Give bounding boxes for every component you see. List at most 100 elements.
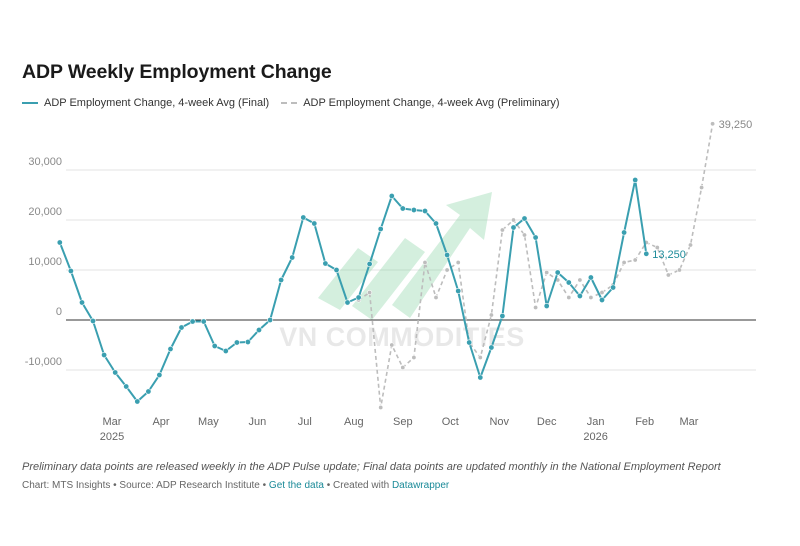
credits-prefix: Chart: MTS Insights • Source: ADP Resear… — [22, 480, 269, 491]
data-point-preliminary-12 — [488, 312, 494, 318]
x-tick-label-9: Dec — [537, 416, 557, 428]
data-point-preliminary-15 — [521, 232, 527, 238]
end-label-final: 13,250 — [652, 249, 686, 261]
data-point-final-29 — [377, 226, 384, 233]
data-point-final-33 — [421, 208, 428, 215]
data-point-final-8 — [145, 388, 152, 395]
data-point-preliminary-31 — [699, 185, 705, 191]
chart-title: ADP Weekly Employment Change — [22, 61, 332, 83]
data-point-final-2 — [79, 299, 86, 306]
data-point-final-1 — [67, 267, 74, 274]
data-point-final-41 — [510, 224, 517, 231]
data-point-final-37 — [466, 339, 473, 346]
data-point-final-52 — [632, 177, 639, 184]
data-point-final-9 — [156, 371, 163, 378]
get-data-link[interactable]: Get the data — [268, 480, 324, 491]
data-point-final-6 — [123, 383, 130, 390]
x-tick-label-12: Mar — [679, 416, 698, 428]
x-tick-label-4: Jul — [298, 416, 312, 428]
data-point-final-20 — [278, 276, 285, 283]
data-point-preliminary-5 — [411, 354, 417, 360]
legend-swatch-final — [22, 102, 38, 104]
data-point-final-51 — [621, 229, 628, 236]
x-tick-label-2: May — [198, 416, 219, 428]
data-point-final-49 — [598, 296, 605, 303]
data-point-final-47 — [576, 292, 583, 299]
axis-layer: -10,000 0 10,000 20,000 30,000 Mar 2025 Apr May J… — [25, 156, 756, 443]
data-point-final-15 — [222, 347, 229, 354]
x-tick-label-10: Jan — [587, 416, 605, 428]
data-point-preliminary-32 — [710, 121, 716, 127]
data-point-preliminary-3 — [389, 342, 395, 348]
legend-label-final: ADP Employment Change, 4-week Avg (Final… — [44, 97, 270, 109]
data-point-preliminary-25 — [632, 257, 638, 263]
data-point-preliminary-19 — [566, 294, 572, 300]
data-point-final-42 — [521, 215, 528, 222]
data-point-final-14 — [211, 342, 218, 349]
data-point-preliminary-17 — [544, 269, 550, 275]
data-point-final-26 — [344, 299, 351, 306]
data-point-final-13 — [200, 318, 207, 325]
data-point-preliminary-9 — [455, 259, 461, 265]
data-point-final-4 — [101, 351, 108, 358]
series-layer: 39,250 13,250 — [56, 119, 752, 410]
x-tick-label-5: Aug — [344, 416, 364, 428]
series-line-final — [58, 179, 648, 403]
data-point-preliminary-2 — [378, 404, 384, 410]
x-tick-year-2025: 2025 — [100, 431, 124, 443]
x-tick-label-7: Oct — [442, 416, 459, 428]
data-point-final-46 — [565, 279, 572, 286]
x-tick-label-0: Mar — [103, 416, 122, 428]
data-point-final-17 — [244, 338, 251, 345]
data-point-preliminary-21 — [588, 294, 594, 300]
x-tick-label-1: Apr — [152, 416, 169, 428]
data-point-preliminary-22 — [599, 289, 605, 295]
credits-middle: • Created with — [323, 480, 392, 491]
data-point-final-19 — [267, 316, 274, 323]
data-point-preliminary-14 — [510, 217, 516, 223]
footnote: Preliminary data points are released wee… — [22, 461, 721, 473]
watermark: VN COMMODITIES — [279, 192, 524, 352]
data-point-final-21 — [289, 254, 296, 261]
data-point-final-31 — [399, 205, 406, 212]
y-tick-label-10-000: 10,000 — [28, 256, 62, 268]
data-point-final-40 — [499, 312, 506, 319]
watermark-arrow-icon — [318, 192, 492, 320]
y-tick-label-0: 0 — [56, 306, 62, 318]
data-point-final-35 — [444, 252, 451, 259]
data-point-preliminary-1 — [367, 289, 373, 295]
y-tick-label-10-000: -10,000 — [25, 356, 62, 368]
data-point-final-10 — [167, 345, 174, 352]
x-tick-label-6: Sep — [393, 416, 413, 428]
data-point-final-11 — [178, 324, 185, 331]
data-point-final-39 — [488, 344, 495, 351]
data-point-final-23 — [311, 220, 318, 227]
data-point-preliminary-4 — [400, 364, 406, 370]
data-point-final-18 — [255, 326, 262, 333]
x-tick-year-2026: 2026 — [583, 431, 607, 443]
data-point-final-48 — [587, 274, 594, 281]
data-point-final-0 — [56, 239, 63, 246]
data-point-final-34 — [432, 220, 439, 227]
data-point-preliminary-27 — [654, 245, 660, 251]
data-point-preliminary-7 — [433, 294, 439, 300]
data-point-final-3 — [90, 317, 97, 324]
y-tick-label-30-000: 30,000 — [28, 156, 62, 168]
data-point-final-30 — [388, 193, 395, 200]
data-point-final-5 — [112, 369, 119, 376]
legend-item-final: ADP Employment Change, 4-week Avg (Final… — [22, 97, 269, 109]
legend-label-preliminary: ADP Employment Change, 4-week Avg (Preli… — [303, 97, 560, 109]
data-point-final-36 — [455, 287, 462, 294]
data-point-preliminary-8 — [444, 267, 450, 273]
data-point-preliminary-16 — [533, 304, 539, 310]
datawrapper-link[interactable]: Datawrapper — [391, 480, 450, 491]
data-point-final-16 — [233, 339, 240, 346]
data-point-preliminary-30 — [687, 242, 693, 248]
legend-item-preliminary: ADP Employment Change, 4-week Avg (Preli… — [281, 97, 560, 109]
data-point-preliminary-11 — [477, 354, 483, 360]
data-point-final-24 — [322, 260, 329, 267]
data-point-final-53 — [643, 250, 650, 257]
data-point-preliminary-20 — [577, 277, 583, 283]
data-point-preliminary-6 — [422, 259, 428, 265]
